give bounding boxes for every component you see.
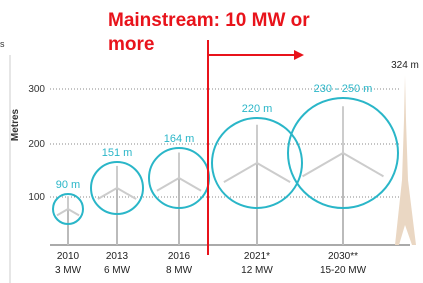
capacity-label: 8 MW [166, 265, 193, 276]
y-tick-label: 200 [28, 139, 45, 150]
infographic: s Metres 300 200 100 324 m 90 m 2010 3 MW 1… [0, 0, 423, 283]
annotation: more [108, 34, 154, 55]
blade [303, 153, 343, 176]
blade [68, 209, 79, 215]
blade [57, 209, 68, 215]
blade [257, 163, 290, 182]
y-tick-label: 100 [28, 192, 45, 203]
height-label: 220 m [242, 103, 273, 115]
height-label: 230 - 250 m [314, 83, 373, 95]
turbines: 90 m 2010 3 MW 151 m 2013 6 MW 164 m 2016 8 MW 22… [53, 83, 398, 276]
cut-text: s [0, 39, 5, 49]
year-label: 2016 [168, 251, 191, 262]
year-label: 2030** [328, 251, 358, 262]
height-label: 151 m [102, 147, 133, 159]
blade [179, 178, 201, 191]
eiffel-height: 324 m [391, 60, 419, 71]
capacity-label: 6 MW [104, 265, 131, 276]
height-label: 164 m [164, 133, 195, 145]
capacity-label: 15-20 MW [320, 265, 367, 276]
blade [157, 178, 179, 191]
y-axis: 300 200 100 [28, 84, 410, 245]
year-label: 2010 [57, 251, 80, 262]
year-label: 2021* [244, 251, 270, 262]
blade [224, 163, 257, 182]
capacity-label: 12 MW [241, 265, 273, 276]
arrow-head [294, 50, 304, 60]
y-tick-label: 300 [28, 84, 45, 95]
axis-label: Metres [10, 108, 21, 141]
capacity-label: 3 MW [55, 265, 82, 276]
year-label: 2013 [106, 251, 129, 262]
annotation: Mainstream: 10 MW or [108, 10, 310, 31]
height-label: 90 m [56, 179, 80, 191]
blade [343, 153, 383, 176]
